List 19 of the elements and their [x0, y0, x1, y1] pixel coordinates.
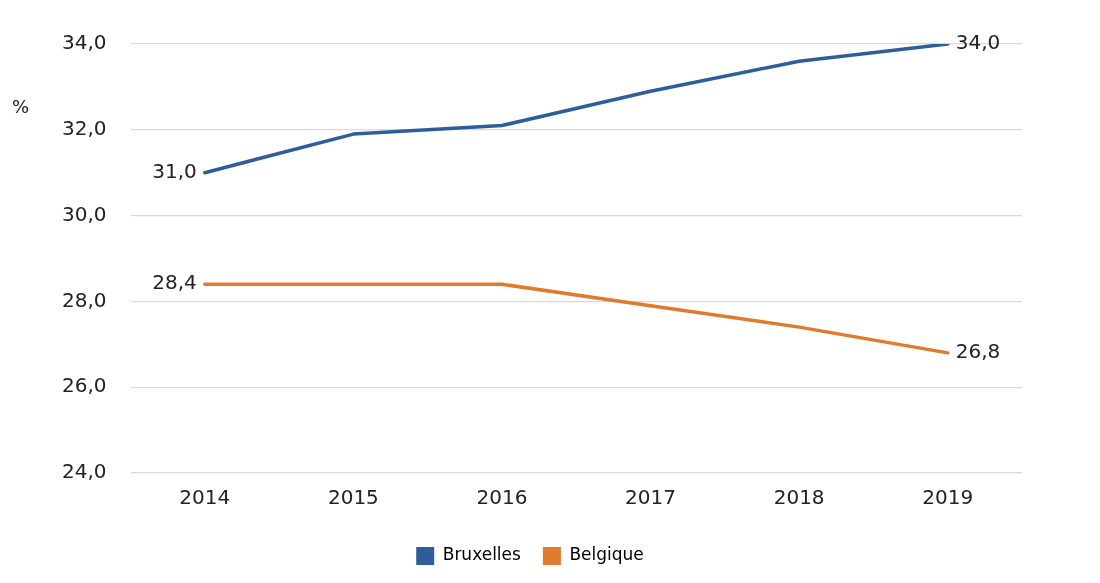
- y-tick-label: 26,0: [62, 373, 107, 398]
- y-tick-label: 30,0: [62, 201, 107, 226]
- data-label: 31,0: [152, 158, 197, 183]
- x-tick-label: 2019: [922, 485, 974, 510]
- y-axis-title: %: [12, 96, 30, 118]
- y-tick-label: 32,0: [62, 116, 107, 140]
- y-tick-label: 34,0: [62, 30, 107, 55]
- x-tick-label: 2015: [327, 485, 379, 510]
- legend-label: Bruxelles: [442, 544, 522, 565]
- y-tick-label: 24,0: [62, 459, 107, 484]
- data-label: 34,0: [955, 30, 1001, 55]
- x-tick-label: 2016: [476, 485, 528, 510]
- data-label: 26,8: [955, 339, 1001, 364]
- x-tick-label: 2014: [179, 485, 231, 510]
- x-tick-label: 2018: [773, 485, 825, 510]
- x-tick-label: 2017: [625, 485, 677, 510]
- legend-label: Belgique: [569, 544, 644, 565]
- data-label: 28,4: [152, 270, 197, 295]
- y-tick-label: 28,0: [62, 287, 107, 312]
